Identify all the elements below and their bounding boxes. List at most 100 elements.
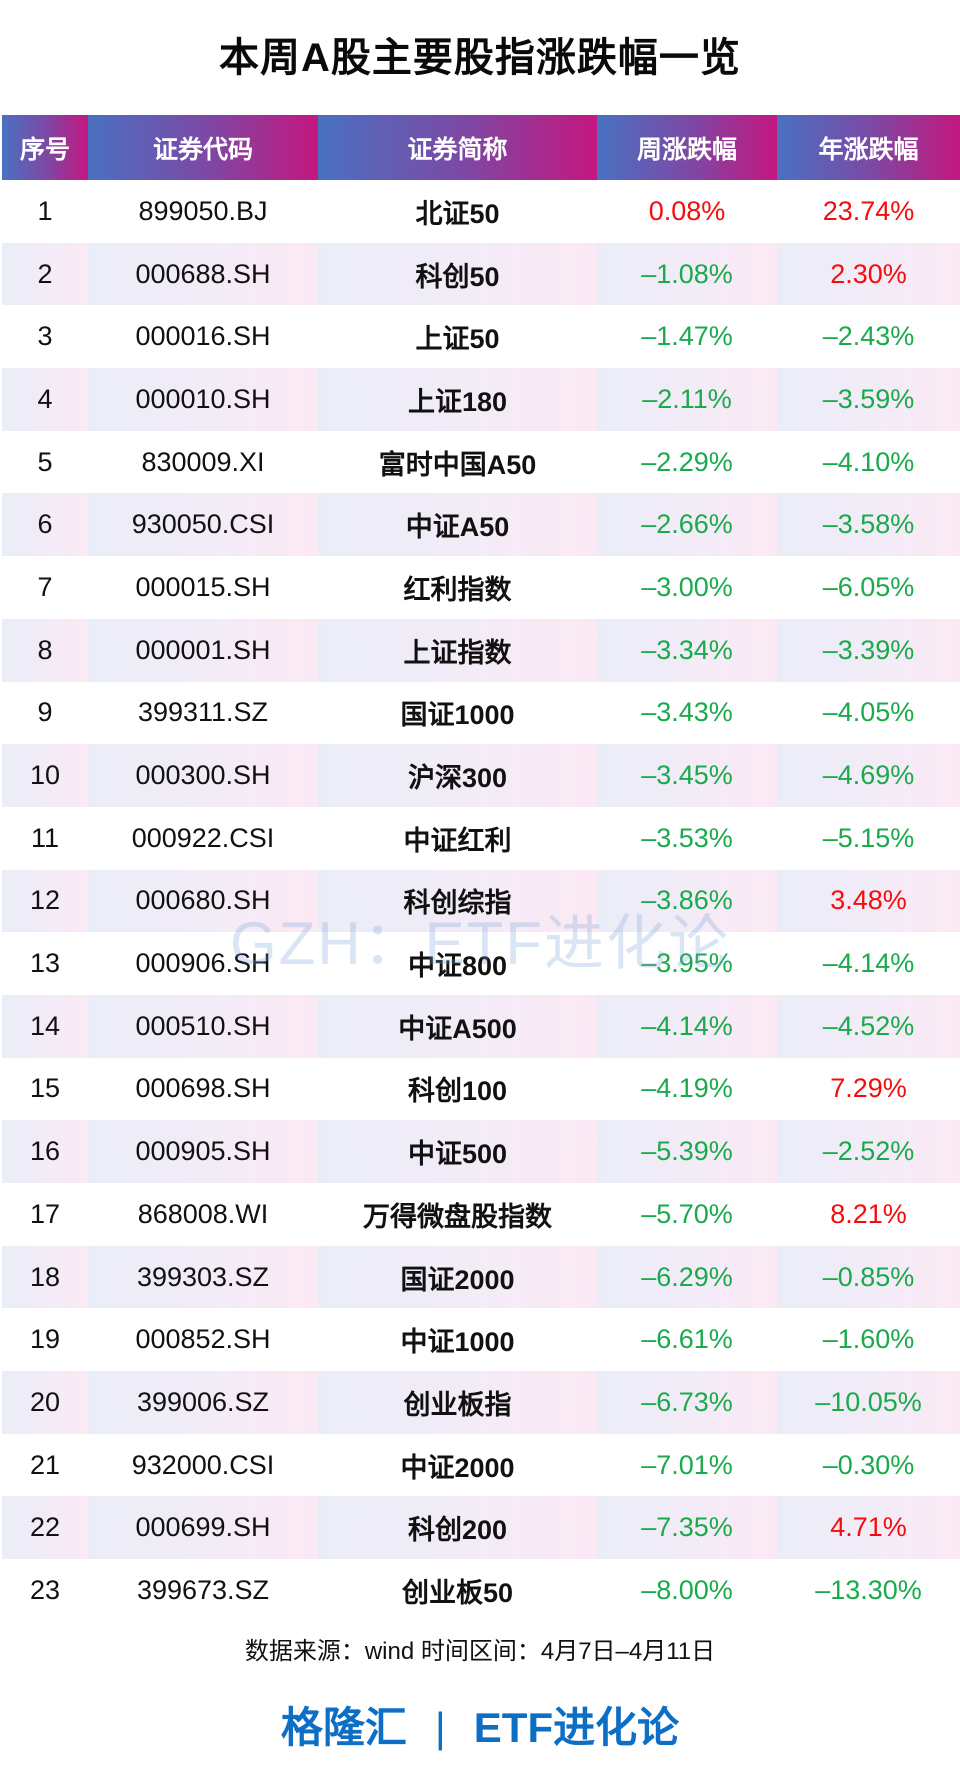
week-change: –2.11% bbox=[597, 368, 777, 431]
row-number: 4 bbox=[2, 368, 88, 431]
security-name: 科创综指 bbox=[318, 869, 597, 933]
security-code: 000300.SH bbox=[88, 744, 318, 807]
week-change: –2.66% bbox=[597, 493, 777, 557]
table-row: 14 000510.SH 中证A500 –4.14% –4.52% bbox=[2, 994, 960, 1058]
security-name: 中证红利 bbox=[403, 825, 512, 856]
table-row: 16 000905.SH 中证500 –5.39% –2.52% bbox=[2, 1120, 960, 1183]
security-code: 830009.XI bbox=[141, 446, 265, 477]
header-code: 证券代码 bbox=[88, 115, 318, 180]
week-change: –3.34% bbox=[597, 618, 777, 682]
week-change: –7.01% bbox=[641, 1449, 733, 1480]
table-row: 5 830009.XI 富时中国A50 –2.29% –4.10% bbox=[2, 431, 960, 494]
year-change: –1.60% bbox=[822, 1324, 915, 1355]
security-name: 科创200 bbox=[318, 1496, 597, 1560]
year-change: 4.71% bbox=[777, 1496, 960, 1560]
year-change: –3.39% bbox=[777, 618, 960, 682]
security-name: 沪深300 bbox=[318, 744, 597, 807]
row-number: 22 bbox=[2, 1496, 88, 1560]
year-change: –6.05% bbox=[822, 571, 915, 602]
year-change: –3.58% bbox=[777, 493, 960, 557]
security-code: 000016.SH bbox=[135, 321, 271, 352]
header-name: 证券简称 bbox=[318, 115, 597, 180]
table-row: 12 000680.SH 科创综指 –3.86% 3.48% bbox=[2, 869, 960, 933]
security-name: 上证50 bbox=[415, 324, 500, 355]
week-change: –7.35% bbox=[597, 1496, 777, 1560]
security-code: 000906.SH bbox=[135, 948, 271, 979]
table-row: 23 399673.SZ 创业板50 –8.00% –13.30% bbox=[2, 1559, 960, 1622]
year-change: –3.59% bbox=[777, 368, 960, 431]
week-change: –3.53% bbox=[641, 822, 733, 853]
table-row: 19 000852.SH 中证1000 –6.61% –1.60% bbox=[2, 1308, 960, 1371]
header-year-change: 年涨跌幅 bbox=[777, 115, 960, 180]
table-body: 1 899050.BJ 北证50 0.08% 23.74% 2 000688.SH 科创50–… bbox=[2, 180, 960, 1622]
index-table: 序号 证券代码 证券简称 周涨跌幅 年涨跌幅 1 899050.BJ 北证50 0.0… bbox=[2, 115, 960, 1622]
table-row: 20 399006.SZ 创业板指 –6.73% –10.05% bbox=[2, 1371, 960, 1434]
table-row: 1 899050.BJ 北证50 0.08% 23.74% bbox=[2, 180, 960, 243]
year-change: –4.14% bbox=[822, 948, 915, 979]
security-code: 399673.SZ bbox=[136, 1574, 270, 1605]
security-code: 000680.SH bbox=[88, 869, 318, 933]
row-number: 5 bbox=[37, 446, 53, 477]
year-change: –2.52% bbox=[777, 1120, 960, 1183]
year-change: –5.15% bbox=[822, 822, 915, 853]
week-change: –3.45% bbox=[597, 744, 777, 807]
security-code: 399006.SZ bbox=[88, 1371, 318, 1434]
row-number: 12 bbox=[2, 869, 88, 933]
table-row: 10 000300.SH 沪深300 –3.45% –4.69% bbox=[2, 744, 960, 807]
table-row: 7 000015.SH 红利指数 –3.00% –6.05% bbox=[2, 556, 960, 619]
security-code: 000852.SH bbox=[135, 1324, 271, 1355]
row-number: 16 bbox=[2, 1120, 88, 1183]
security-code: 399311.SZ bbox=[137, 697, 269, 728]
security-name: 国证2000 bbox=[318, 1245, 597, 1309]
year-change: 23.74% bbox=[822, 195, 915, 226]
security-name: 上证指数 bbox=[318, 618, 597, 682]
security-code: 000905.SH bbox=[88, 1120, 318, 1183]
security-name: 科创50 bbox=[318, 242, 597, 306]
security-name: 北证50 bbox=[415, 198, 500, 229]
security-code: 000699.SH bbox=[88, 1496, 318, 1560]
week-change: –8.00% bbox=[641, 1574, 733, 1605]
table-row: 4 000010.SH 上证180 –2.11% –3.59% bbox=[2, 368, 960, 431]
year-change: –0.85% bbox=[777, 1245, 960, 1309]
table-row: 18 399303.SZ 国证2000 –6.29% –0.85% bbox=[2, 1245, 960, 1309]
table-row: 17 868008.WI 万得微盘股指数 –5.70% 8.21% bbox=[2, 1183, 960, 1246]
table-row: 9 399311.SZ 国证1000 –3.43% –4.05% bbox=[2, 682, 960, 745]
row-number: 18 bbox=[2, 1245, 88, 1309]
row-number: 3 bbox=[37, 321, 53, 352]
row-number: 9 bbox=[37, 697, 53, 728]
header-week-change: 周涨跌幅 bbox=[597, 115, 777, 180]
row-number: 19 bbox=[29, 1324, 61, 1355]
row-number: 1 bbox=[37, 195, 53, 226]
security-name: 国证1000 bbox=[400, 700, 515, 731]
year-change: –10.05% bbox=[777, 1371, 960, 1434]
row-number: 6 bbox=[2, 493, 88, 557]
security-name: 科创100 bbox=[407, 1076, 508, 1107]
table-row: 6 930050.CSI 中证A50 –2.66% –3.58% bbox=[2, 493, 960, 557]
table-header-row: 序号 证券代码 证券简称 周涨跌幅 年涨跌幅 bbox=[2, 115, 960, 180]
security-code: 899050.BJ bbox=[138, 195, 268, 226]
week-change: –6.73% bbox=[597, 1371, 777, 1434]
year-change: 8.21% bbox=[830, 1198, 907, 1229]
security-name: 中证2000 bbox=[400, 1452, 515, 1483]
data-source-note: 数据来源：wind 时间区间：4月7日–4月11日 bbox=[244, 1638, 716, 1665]
row-number: 14 bbox=[2, 994, 88, 1058]
header-no: 序号 bbox=[2, 115, 88, 180]
security-name: 中证A500 bbox=[318, 994, 597, 1058]
security-code: 000688.SH bbox=[88, 242, 318, 306]
security-code: 932000.CSI bbox=[131, 1449, 275, 1480]
year-change: –4.05% bbox=[822, 697, 915, 728]
week-change: –3.86% bbox=[597, 869, 777, 933]
row-number: 7 bbox=[37, 571, 53, 602]
week-change: –4.19% bbox=[641, 1073, 733, 1104]
week-change: –5.39% bbox=[597, 1120, 777, 1183]
week-change: –1.08% bbox=[597, 242, 777, 306]
row-number: 13 bbox=[29, 948, 61, 979]
week-change: –6.29% bbox=[597, 1245, 777, 1309]
security-name: 上证180 bbox=[318, 368, 597, 431]
year-change: 3.48% bbox=[777, 869, 960, 933]
table-row: 3 000016.SH 上证50 –1.47% –2.43% bbox=[2, 305, 960, 368]
week-change: –3.43% bbox=[641, 697, 733, 728]
security-code: 000698.SH bbox=[135, 1073, 271, 1104]
row-number: 23 bbox=[29, 1574, 61, 1605]
week-change: –3.00% bbox=[641, 571, 733, 602]
